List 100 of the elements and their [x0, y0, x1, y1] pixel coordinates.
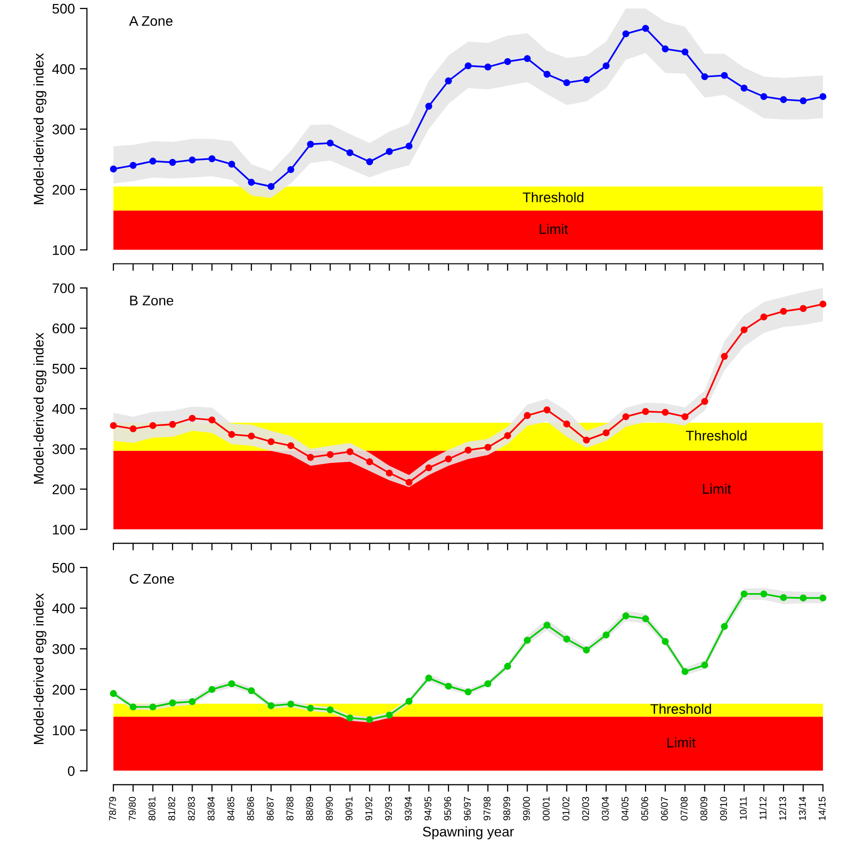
point	[701, 73, 708, 80]
point	[228, 430, 236, 438]
point	[701, 398, 708, 405]
point	[682, 48, 688, 56]
band-label: Limit	[668, 737, 696, 748]
point	[582, 436, 590, 444]
x-tick-label: 88/89	[306, 796, 314, 820]
band-label: Threshold	[650, 704, 712, 714]
y-tick-label: 200	[52, 684, 75, 695]
point	[346, 149, 354, 156]
x-tick-label: 81/82	[168, 796, 176, 820]
point	[544, 406, 550, 414]
point	[307, 454, 314, 461]
point	[188, 414, 196, 422]
point	[268, 438, 275, 446]
point	[208, 155, 216, 162]
point	[326, 140, 334, 147]
point	[662, 638, 669, 645]
point	[720, 622, 728, 630]
point	[642, 615, 650, 622]
point	[188, 156, 196, 164]
point	[819, 93, 826, 100]
point	[602, 62, 610, 70]
x-tick-label: 10/11	[740, 796, 747, 820]
x-tick-label: 98/99	[503, 796, 510, 820]
point	[682, 668, 688, 676]
point	[110, 166, 117, 172]
y-axis-title: Model-derived egg index	[33, 53, 46, 204]
chart-title: B Zone	[130, 296, 174, 306]
point	[484, 680, 492, 688]
x-tick-label: 04/05	[621, 796, 628, 820]
point	[307, 704, 314, 712]
point	[406, 698, 413, 705]
point	[682, 413, 688, 420]
point	[740, 326, 748, 334]
y-tick-label: 100	[52, 725, 75, 736]
point	[366, 458, 374, 466]
point	[484, 444, 492, 451]
x-tick-label: 12/13	[778, 796, 786, 820]
x-tick-label: 07/08	[680, 796, 688, 820]
point	[444, 77, 452, 84]
point	[524, 55, 531, 62]
point	[386, 712, 393, 719]
x-tick-label: 84/85	[227, 796, 234, 820]
y-tick-label: 100	[52, 245, 75, 256]
point	[760, 313, 768, 320]
x-tick-label: 83/84	[207, 796, 215, 820]
point	[268, 702, 275, 710]
point	[248, 178, 255, 186]
y-tick-label: 400	[52, 404, 75, 414]
chart-title: C Zone	[130, 574, 174, 584]
point	[622, 413, 630, 420]
point	[149, 158, 156, 165]
y-axis-title: Model-derived egg index	[33, 332, 46, 484]
x-tick-label: 08/09	[700, 796, 708, 820]
point	[780, 96, 787, 104]
point	[425, 102, 432, 110]
point	[464, 446, 472, 454]
band-label: Threshold	[522, 192, 584, 202]
point	[346, 448, 354, 456]
point	[662, 45, 669, 52]
x-tick-label: 94/95	[424, 796, 432, 820]
point	[248, 432, 255, 440]
x-tick-label: 90/91	[345, 796, 353, 820]
point	[130, 425, 137, 432]
point	[406, 142, 413, 150]
x-tick-label: 99/00	[522, 796, 530, 820]
chart-title: A Zone	[129, 16, 172, 26]
x-tick-label: 00/01	[542, 796, 550, 820]
y-tick-label: 500	[52, 4, 75, 14]
point	[582, 646, 590, 654]
point	[149, 703, 156, 710]
x-tick-label: 11/12	[759, 796, 766, 820]
y-tick-label: 200	[52, 484, 75, 494]
point	[819, 300, 826, 308]
point	[130, 162, 137, 169]
point	[149, 422, 156, 430]
point	[326, 451, 334, 458]
point	[780, 308, 787, 315]
point	[287, 442, 294, 450]
y-tick-label: 400	[52, 64, 75, 74]
x-tick-label: 79/80	[128, 796, 136, 820]
y-axis-title: Model-derived egg index	[33, 593, 46, 744]
point	[524, 636, 531, 644]
x-tick-label: 89/90	[326, 796, 333, 820]
point	[504, 662, 512, 670]
x-tick-label: 96/97	[464, 796, 471, 820]
y-tick-label: 200	[52, 184, 75, 195]
point	[740, 84, 748, 92]
x-tick-label: 01/02	[562, 796, 570, 820]
point	[819, 594, 826, 602]
y-tick-label: 300	[52, 444, 75, 454]
x-tick-label: 05/06	[641, 796, 648, 820]
band-label: Limit	[540, 224, 568, 234]
point	[287, 700, 294, 708]
x-tick-label: 02/03	[582, 796, 590, 820]
y-tick-label: 300	[52, 644, 75, 654]
point	[544, 70, 550, 78]
point	[110, 690, 117, 697]
point	[406, 478, 413, 486]
